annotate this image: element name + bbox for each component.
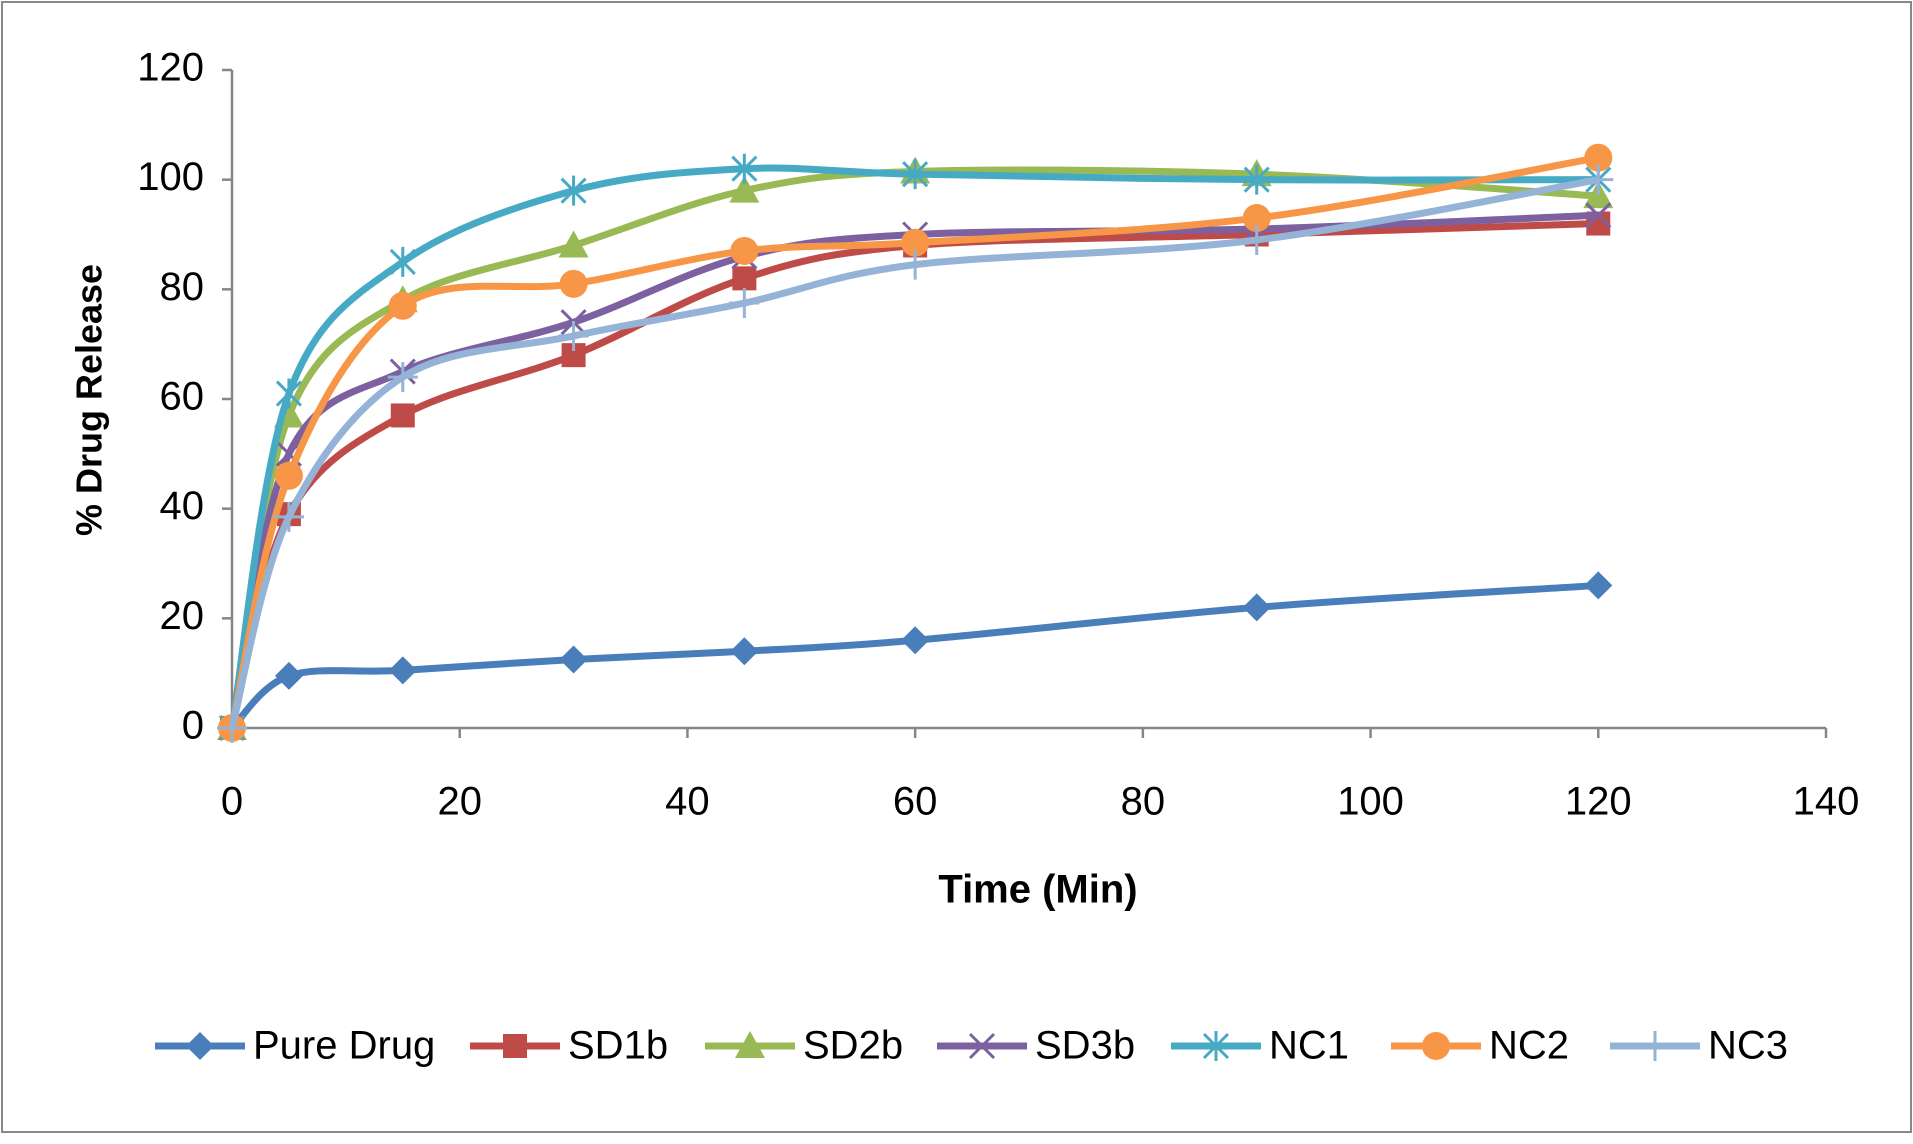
marker <box>1241 224 1272 255</box>
x-tick-label: 120 <box>1565 780 1632 824</box>
marker <box>186 1032 214 1060</box>
marker <box>275 378 302 409</box>
marker <box>1422 1032 1450 1060</box>
marker <box>1584 571 1613 600</box>
marker <box>1242 204 1271 233</box>
y-tick-label: 80 <box>160 265 205 309</box>
x-tick-label: 60 <box>893 780 938 824</box>
marker <box>558 230 589 258</box>
marker <box>729 288 760 319</box>
y-axis-label: % Drug Release <box>69 264 110 536</box>
marker <box>273 501 304 532</box>
y-tick-label: 40 <box>160 484 205 528</box>
legend-label: SD3b <box>1035 1024 1135 1068</box>
marker <box>1585 202 1612 229</box>
legend-label: SD1b <box>568 1024 668 1068</box>
marker <box>388 656 417 685</box>
marker <box>1202 1031 1230 1061</box>
marker <box>389 246 416 277</box>
x-tick-label: 100 <box>1337 780 1404 824</box>
legend-label: NC3 <box>1708 1024 1788 1068</box>
marker <box>559 645 588 674</box>
legend-item: Pure Drug <box>155 1024 435 1068</box>
marker <box>274 661 303 690</box>
marker <box>388 291 417 320</box>
marker <box>968 1032 996 1060</box>
marker <box>1243 164 1270 195</box>
legend-label: NC1 <box>1269 1024 1349 1068</box>
legend-item: NC1 <box>1171 1024 1349 1068</box>
marker <box>731 153 758 184</box>
marker <box>558 320 589 351</box>
marker <box>901 228 930 257</box>
marker <box>559 269 588 298</box>
y-tick-label: 120 <box>137 46 204 90</box>
marker <box>732 266 757 291</box>
marker <box>902 159 929 190</box>
x-tick-label: 80 <box>1121 780 1166 824</box>
legend-label: SD2b <box>803 1024 903 1068</box>
y-tick-label: 0 <box>182 704 204 748</box>
marker <box>217 713 247 743</box>
marker <box>1583 164 1614 195</box>
marker <box>1584 143 1613 172</box>
legend-item: NC3 <box>1610 1024 1788 1068</box>
marker <box>900 249 931 280</box>
marker <box>729 175 760 203</box>
marker <box>901 626 930 655</box>
legend-item: SD1b <box>470 1024 668 1068</box>
x-axis-label: Time (Min) <box>938 868 1137 912</box>
marker <box>387 362 418 393</box>
legend-item: SD2b <box>705 1024 903 1068</box>
legend-label: Pure Drug <box>253 1024 435 1068</box>
legend-label: NC2 <box>1489 1024 1569 1068</box>
marker <box>560 175 587 206</box>
legend-item: SD3b <box>937 1024 1135 1068</box>
x-tick-label: 40 <box>665 780 710 824</box>
marker <box>503 1034 527 1058</box>
marker <box>390 403 415 428</box>
x-tick-label: 140 <box>1793 780 1860 824</box>
y-tick-label: 60 <box>160 375 205 419</box>
marker <box>1242 593 1271 622</box>
marker <box>735 1031 765 1058</box>
legend-item: NC2 <box>1391 1024 1569 1068</box>
marker <box>730 236 759 265</box>
marker <box>730 637 759 666</box>
y-tick-label: 100 <box>137 155 204 199</box>
marker <box>1640 1031 1670 1061</box>
y-tick-label: 20 <box>160 594 205 638</box>
x-tick-label: 20 <box>437 780 482 824</box>
marker <box>274 461 303 490</box>
x-tick-label: 0 <box>221 780 243 824</box>
